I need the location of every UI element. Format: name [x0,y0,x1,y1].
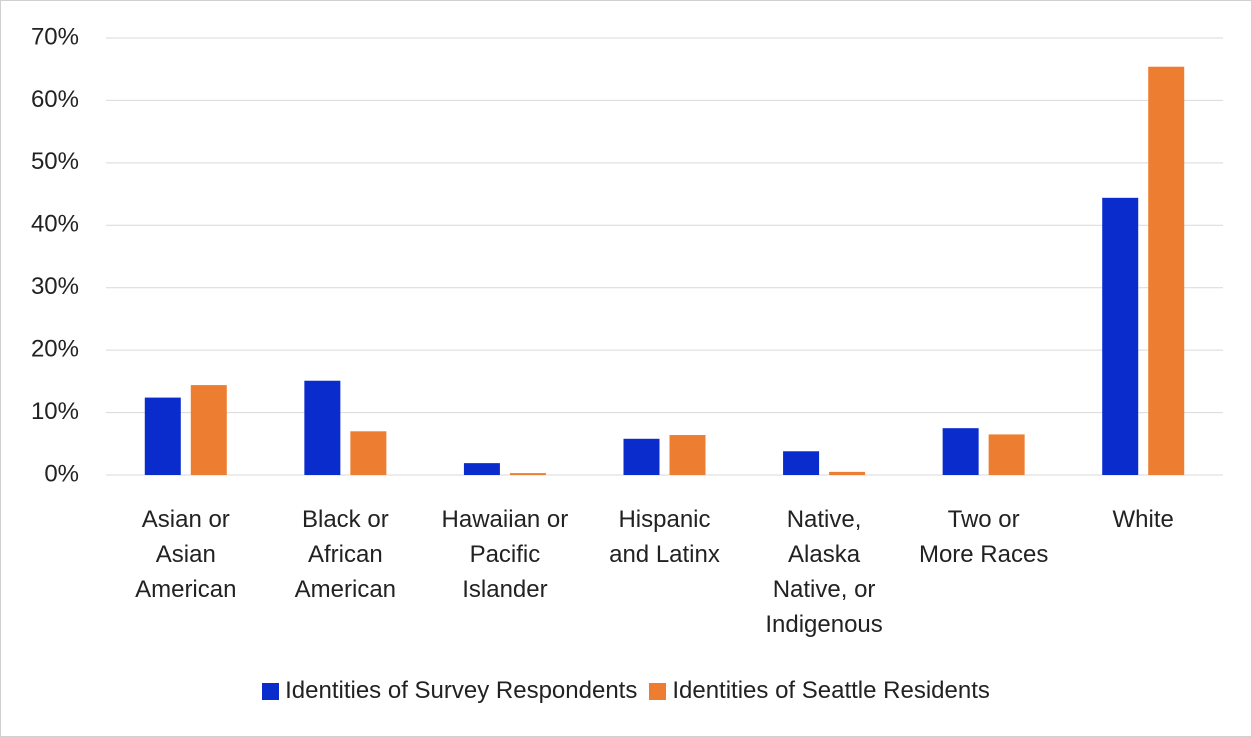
legend-item: Identities of Survey Respondents [262,677,637,705]
y-tick-label: 60% [31,86,79,113]
x-tick-label: Asian or Asian American [135,506,237,603]
x-tick-label: Black or African American [294,506,397,603]
bar [509,473,546,475]
x-tick-label: Hispanic and Latinx [609,506,720,568]
y-tick-label: 0% [44,460,79,487]
y-tick-label: 20% [31,335,79,362]
bar [988,434,1025,475]
bar [144,397,181,475]
bar [669,435,706,475]
x-tick-label: Two or More Races [918,506,1049,568]
bar [1102,197,1139,475]
legend-label: Identities of Seattle Residents [672,677,990,704]
y-tick-label: 30% [31,273,79,300]
y-tick-label: 40% [31,211,79,238]
x-tick-label: Native, Alaska Native, or Indigenous [765,506,883,638]
legend-item: Identities of Seattle Residents [649,677,990,705]
x-tick-label: Hawaiian or Pacific Islander [441,506,569,603]
legend-swatch [649,682,667,700]
y-tick-label: 10% [31,398,79,425]
bar [623,438,660,475]
legend-swatch [262,682,280,700]
y-tick-label: 70% [31,23,79,50]
bar [304,380,341,475]
legend-label: Identities of Survey Respondents [285,677,638,704]
bar [463,463,500,475]
bar [190,385,227,475]
bar [1148,66,1185,476]
bar [942,428,979,475]
x-tick-label: White [1112,506,1174,533]
y-tick-label: 50% [31,148,79,175]
legend: Identities of Survey Respondents Identiti… [1,677,1251,707]
bar [783,451,820,475]
bar [350,431,387,475]
bar [829,471,866,475]
